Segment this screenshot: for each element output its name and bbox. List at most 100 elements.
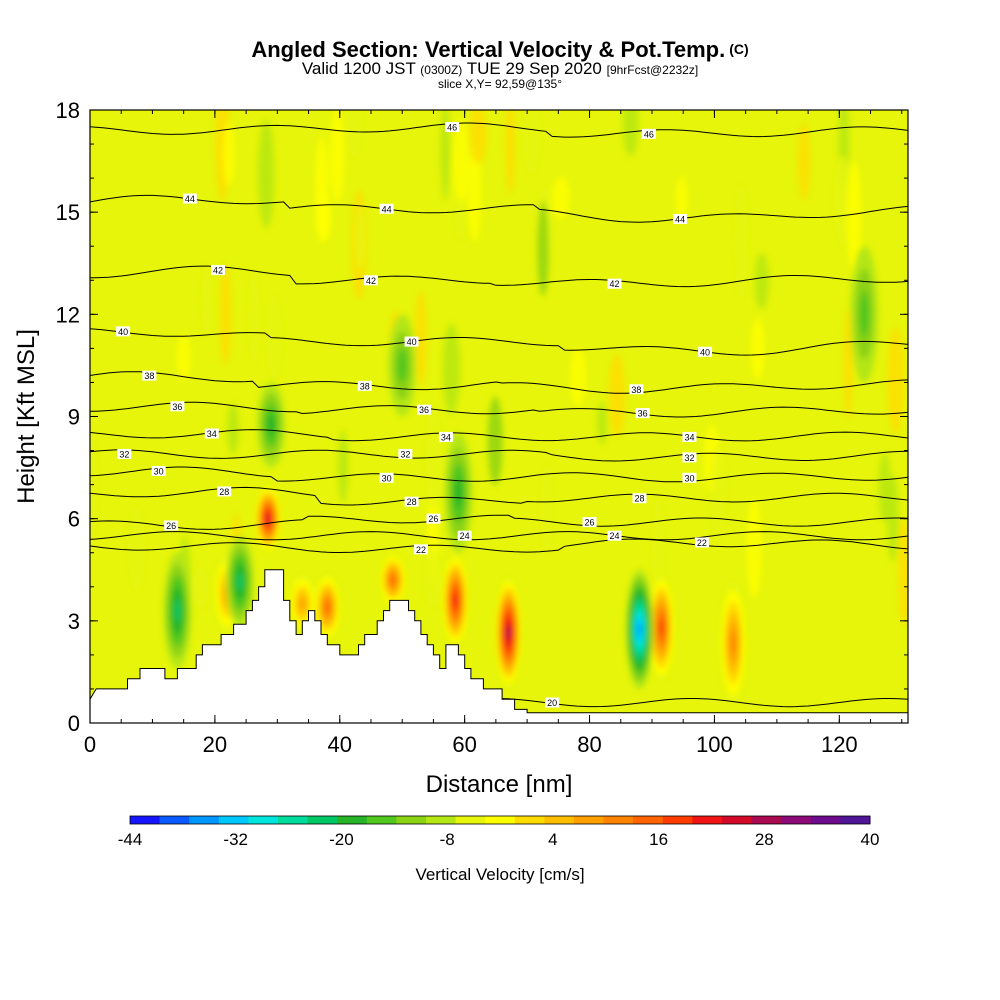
colorbar-tick-label: 16 [649,830,668,849]
isentrope-label: 26 [585,518,595,528]
x-tick-label: 80 [577,732,601,757]
x-tick-label: 120 [821,732,858,757]
y-tick-label: 3 [68,609,80,634]
isentrope-label: 34 [207,429,217,439]
colorbar-tick-label: 28 [755,830,774,849]
velocity-field [90,110,908,706]
velocity-cell [258,119,275,229]
isentrope-label-bg [607,278,622,289]
updraft-cell [299,597,306,610]
colorbar-frame [129,815,871,825]
isentrope-label-bg [694,537,709,548]
isentrope-label-bg [404,496,419,507]
velocity-cell [797,122,811,201]
isentrope-line [90,194,908,223]
isentrope-label-bg [204,428,219,439]
velocity-cell [552,176,570,220]
isentrope-label-bg [641,128,656,139]
isentrope-label-bg [682,452,697,463]
y-axis-label: Height [Kft MSL] [13,329,40,504]
velocity-cell [597,401,608,445]
isentrope-label-bg [698,346,713,357]
velocity-cell [219,263,232,365]
colorbar-tick-label: -32 [223,830,248,849]
colorbar-tick-label: -8 [440,830,455,849]
isentrope-label: 32 [684,453,694,463]
colorbar-swatch [751,816,782,824]
isentrope-label-bg [673,213,688,224]
isentrope-label: 22 [697,538,707,548]
isentrope-label: 42 [213,266,223,276]
isentrope-line [90,328,908,356]
velocity-cell [442,323,461,415]
isentrope-label: 26 [166,521,176,531]
isentrope-label-bg [438,431,453,442]
velocity-cell [843,308,853,420]
isentrope-label: 42 [610,279,620,289]
velocity-cell [622,110,639,156]
isentrope-label: 30 [382,473,392,483]
isentrope-label: 28 [219,487,229,497]
isentrope-label-bg [363,275,378,286]
colorbar-swatch [189,816,220,824]
colorbar-tick-label: 4 [548,830,557,849]
y-tick-label: 12 [56,302,80,327]
isentrope-line [90,371,908,394]
colorbar-swatch [426,816,457,824]
velocity-cell [440,110,450,201]
isentrope-line [90,514,908,530]
chart-subtitle-slice: slice X,Y= 92,59@135° [437,77,563,91]
isentrope-label-bg [629,384,644,395]
colorbar-swatch [633,816,664,824]
velocity-cell [608,354,626,437]
colorbar-swatch [218,816,249,824]
updraft-cell [659,620,664,635]
colorbar-swatch [692,816,723,824]
x-tick-label: 40 [328,732,352,757]
downdraft-cell [237,572,243,591]
downdraft-cell [454,478,462,509]
x-tick-label: 20 [203,732,227,757]
velocity-cell [652,497,665,598]
velocity-cell [338,430,349,503]
velocity-cell [248,266,260,366]
isentrope-label-bg [357,380,372,391]
colorbar-tick-label: -20 [329,830,354,849]
isentrope-label: 38 [360,381,370,391]
isentrope-label: 44 [675,214,685,224]
isentrope-line [90,429,908,442]
x-tick-label: 0 [84,732,96,757]
isentrope-label-bg [151,465,166,476]
velocity-cell [329,110,345,204]
isentrope-label: 24 [460,531,470,541]
velocity-cell [505,110,516,194]
colorbar-swatch [248,816,279,824]
velocity-cell [222,121,235,186]
velocity-cell [469,110,487,164]
updraft-cell [453,595,458,606]
isentrope-label-bg [632,493,647,504]
colorbar-swatch [544,816,575,824]
isentrope-label: 36 [638,409,648,419]
isentrope-label-bg [182,193,197,204]
isentrope-label: 32 [119,449,129,459]
colorbar-swatch [781,816,812,824]
isentrope-label-bg [379,203,394,214]
velocity-cell [455,198,467,242]
downdraft-cell [859,291,869,338]
velocity-cell [128,506,146,593]
colorbar-swatch [455,816,486,824]
isentrope-label: 36 [419,405,429,415]
isentrope-label: 44 [382,204,392,214]
isentrope-label: 34 [684,432,694,442]
isentrope-label-bg [170,401,185,412]
isentrope-line [90,538,908,553]
y-tick-label: 9 [68,405,80,430]
updraft-cell [506,627,511,638]
velocity-cell [201,262,212,338]
isentrope-line [90,122,908,138]
downdraft-cell [267,414,275,436]
colorbar-swatch [840,816,871,824]
isentrope-labels: 20 22 22 24 24 26 26 26 28 28 28 30 30 30 32 32 32 34 34 34… [116,122,713,708]
